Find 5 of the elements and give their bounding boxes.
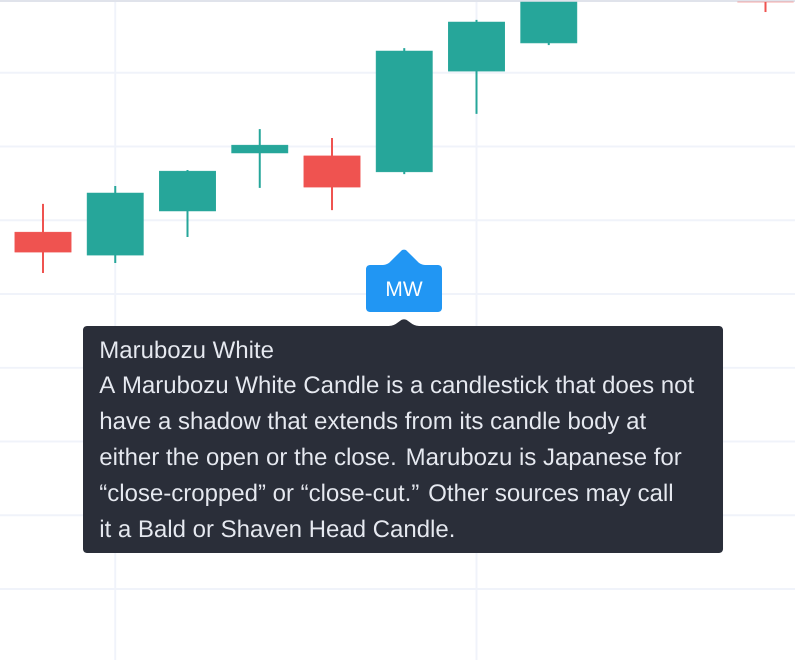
text: MW	[387, 282, 423, 296]
text: Marubozu White	[101, 340, 273, 358]
candlestick	[737, 0, 794, 14]
candlestick	[231, 128, 288, 189]
text: A Marubozu White Candle is a candlestick that does not have a shadow that extends from its candle body at either the open or the close. Marubozu is Japanese for “close-cropped” or “close-cut.” Other sources may call it a Bald or Shaven Head Candle.	[99, 376, 694, 538]
